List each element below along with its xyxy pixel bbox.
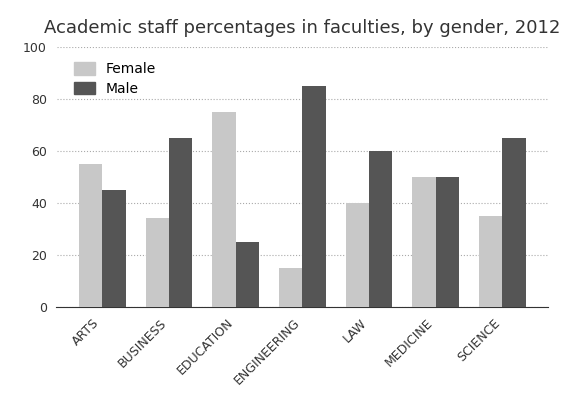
Bar	[79, 164, 102, 307]
Bar	[502, 138, 525, 307]
Bar	[169, 138, 192, 307]
Bar	[102, 190, 125, 307]
Bar	[479, 216, 502, 307]
Bar	[436, 177, 459, 307]
Bar	[279, 268, 302, 307]
Bar	[146, 219, 169, 307]
Bar	[412, 177, 436, 307]
Bar	[212, 112, 236, 307]
Legend: Female, Male: Female, Male	[68, 57, 162, 101]
Title: Academic staff percentages in faculties, by gender, 2012: Academic staff percentages in faculties,…	[44, 19, 560, 37]
Bar	[236, 242, 259, 307]
Bar	[346, 203, 369, 307]
Bar	[302, 86, 325, 307]
Bar	[369, 151, 392, 307]
